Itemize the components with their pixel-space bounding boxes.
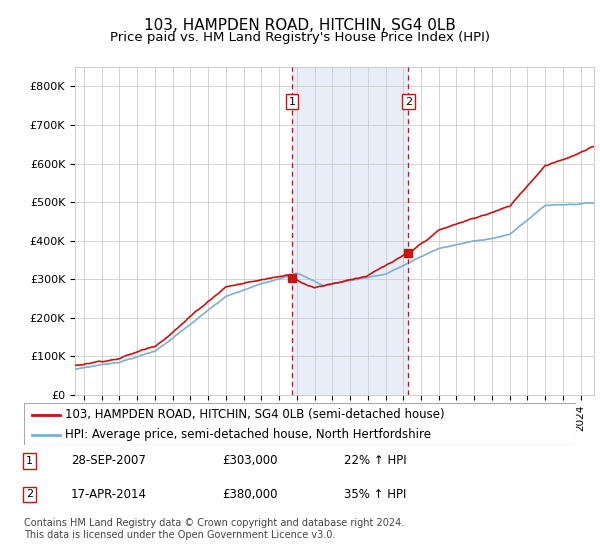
Text: 2: 2 <box>405 96 412 106</box>
Text: £303,000: £303,000 <box>223 454 278 468</box>
Text: Contains HM Land Registry data © Crown copyright and database right 2024.
This d: Contains HM Land Registry data © Crown c… <box>24 518 404 540</box>
Text: 103, HAMPDEN ROAD, HITCHIN, SG4 0LB (semi-detached house): 103, HAMPDEN ROAD, HITCHIN, SG4 0LB (sem… <box>65 408 445 422</box>
Text: 28-SEP-2007: 28-SEP-2007 <box>71 454 146 468</box>
Text: £380,000: £380,000 <box>223 488 278 501</box>
Text: 2: 2 <box>26 489 33 500</box>
Text: HPI: Average price, semi-detached house, North Hertfordshire: HPI: Average price, semi-detached house,… <box>65 428 431 441</box>
Text: 17-APR-2014: 17-APR-2014 <box>71 488 147 501</box>
Text: 22% ↑ HPI: 22% ↑ HPI <box>344 454 407 468</box>
Text: 35% ↑ HPI: 35% ↑ HPI <box>344 488 407 501</box>
Text: 1: 1 <box>289 96 296 106</box>
Text: Price paid vs. HM Land Registry's House Price Index (HPI): Price paid vs. HM Land Registry's House … <box>110 31 490 44</box>
Text: 1: 1 <box>26 456 33 466</box>
Bar <box>292 67 409 395</box>
Text: 103, HAMPDEN ROAD, HITCHIN, SG4 0LB: 103, HAMPDEN ROAD, HITCHIN, SG4 0LB <box>144 18 456 33</box>
